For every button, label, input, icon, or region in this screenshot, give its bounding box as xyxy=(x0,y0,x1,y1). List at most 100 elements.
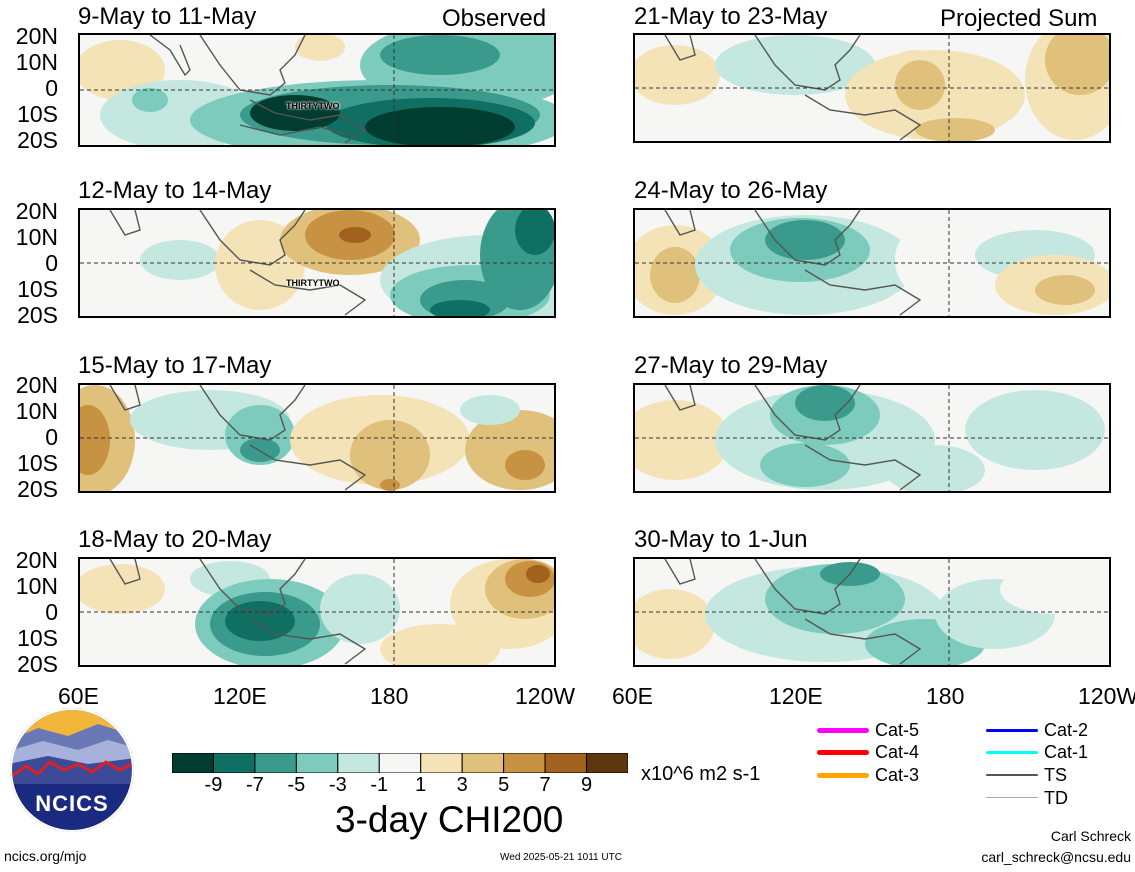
map-panel-left-2: THIRTYTWO xyxy=(78,208,556,318)
lat-label-20s: 20S xyxy=(17,302,58,328)
panel-title-left-1: 9-May to 11-May xyxy=(78,3,257,30)
colorbar-tick-label: 5 xyxy=(498,774,510,796)
colorbar-swatch xyxy=(420,752,463,774)
lon-label-60e: 60E xyxy=(58,683,99,709)
colorbar-swatch xyxy=(586,752,629,774)
cat4-swatch xyxy=(817,750,869,755)
lat-label-20s: 20S xyxy=(17,127,58,153)
field-map xyxy=(80,210,554,316)
lat-label-10n: 10N xyxy=(15,49,58,75)
field-map xyxy=(80,385,554,491)
colorbar-swatch xyxy=(337,752,380,774)
lat-label-10n: 10N xyxy=(15,573,58,599)
cat1-swatch xyxy=(986,751,1038,754)
coastline xyxy=(109,385,367,491)
ts-label: TS xyxy=(1044,765,1068,785)
colorbar-tick-label: -5 xyxy=(287,774,306,796)
logo-text: NCICS xyxy=(35,791,109,816)
lat-label-eq: 0 xyxy=(45,75,58,101)
cat4-label: Cat-4 xyxy=(875,742,920,762)
cat2-swatch xyxy=(986,729,1038,732)
panel-title-right-1: 21-May to 23-May xyxy=(634,3,828,30)
lon-label-120e: 120E xyxy=(769,683,823,709)
coastline xyxy=(109,559,367,665)
cat3-swatch xyxy=(817,773,869,778)
coastline xyxy=(109,210,367,316)
map-panel-right-3 xyxy=(633,383,1111,493)
colorbar-swatch xyxy=(544,752,588,774)
cat3-label: Cat-3 xyxy=(875,765,920,785)
panel-title-right-2: 24-May to 26-May xyxy=(634,177,828,204)
lon-label-120w: 120W xyxy=(515,683,576,709)
coastline xyxy=(664,559,922,665)
lat-label-10s: 10S xyxy=(17,276,58,302)
colorbar-tick-label: 3 xyxy=(456,774,468,796)
field-map xyxy=(635,385,1109,491)
cat5-swatch xyxy=(817,728,869,733)
colorbar-swatch xyxy=(295,752,339,774)
colorbar-tick-label: -7 xyxy=(246,774,264,796)
lon-label-120w: 120W xyxy=(1078,684,1135,708)
lat-label-20n: 20N xyxy=(15,198,58,224)
td-swatch xyxy=(986,797,1038,798)
lon-label-180: 180 xyxy=(370,683,409,709)
colorbar-swatch xyxy=(503,752,546,774)
lon-label-120e: 120E xyxy=(213,683,267,709)
coastline xyxy=(149,35,367,144)
footer-url[interactable]: ncics.org/mjo xyxy=(4,848,87,864)
panel-title-right-4: 30-May to 1-Jun xyxy=(634,526,808,553)
colorbar-swatch xyxy=(212,752,256,774)
lat-label-10n: 10N xyxy=(15,398,58,424)
map-panel-left-3 xyxy=(78,383,556,493)
ncics-logo: NCICS xyxy=(8,706,136,839)
map-panel-right-1 xyxy=(633,33,1111,143)
colorbar-tick-label: -3 xyxy=(328,774,347,796)
field-map xyxy=(635,35,1109,141)
field-map xyxy=(80,559,554,665)
map-panel-right-4 xyxy=(633,557,1111,667)
coastline xyxy=(664,210,922,316)
colorbar-tick-label: 1 xyxy=(415,774,427,796)
colorbar-swatch xyxy=(461,752,505,774)
coastline xyxy=(664,385,922,491)
lat-label-10s: 10S xyxy=(17,101,58,127)
map-panel-left-1: THIRTYTWO xyxy=(78,33,556,147)
colorbar-tick-label: 7 xyxy=(539,774,551,796)
lat-label-10n: 10N xyxy=(15,224,58,250)
colorbar-swatch xyxy=(171,752,214,774)
footer-email[interactable]: carl_schreck@ncsu.edu xyxy=(981,849,1131,865)
projected-sum-label: Projected Sum xyxy=(940,5,1098,32)
field-map xyxy=(635,559,1109,665)
panel-title-left-3: 15-May to 17-May xyxy=(78,352,272,379)
cat5-label: Cat-5 xyxy=(875,720,920,740)
lon-label-180: 180 xyxy=(926,683,965,709)
ts-swatch xyxy=(986,774,1038,776)
lat-label-20s: 20S xyxy=(17,651,58,677)
lat-label-eq: 0 xyxy=(45,424,58,450)
storm-label: THIRTYTWO xyxy=(286,278,340,288)
colorbar-tick-label: -9 xyxy=(204,774,223,796)
field-map xyxy=(80,35,554,145)
field-map xyxy=(635,210,1109,316)
lat-label-10s: 10S xyxy=(17,625,58,651)
lat-label-eq: 0 xyxy=(45,250,58,276)
colorbar-tick-label: 9 xyxy=(580,774,593,796)
colorbar-swatches xyxy=(171,752,629,774)
colorbar xyxy=(171,752,629,778)
td-label: TD xyxy=(1044,788,1068,808)
lat-label-20s: 20S xyxy=(17,476,58,502)
coastline xyxy=(664,35,922,141)
lat-label-20n: 20N xyxy=(15,23,58,49)
footer-author: Carl Schreck xyxy=(1050,828,1131,844)
lat-label-eq: 0 xyxy=(45,599,58,625)
lat-label-20n: 20N xyxy=(15,547,58,573)
map-panel-right-2 xyxy=(633,208,1111,318)
observed-label: Observed xyxy=(442,5,547,32)
lat-label-20n: 20N xyxy=(15,372,58,398)
storm-label: THIRTYTWO xyxy=(286,101,340,111)
colorbar-swatch xyxy=(254,752,297,774)
lon-label-60e: 60E xyxy=(612,683,653,709)
colorbar-swatch xyxy=(378,752,422,774)
footer-timestamp: Wed 2025-05-21 1011 UTC xyxy=(500,852,622,863)
panel-title-left-2: 12-May to 14-May xyxy=(78,177,272,204)
